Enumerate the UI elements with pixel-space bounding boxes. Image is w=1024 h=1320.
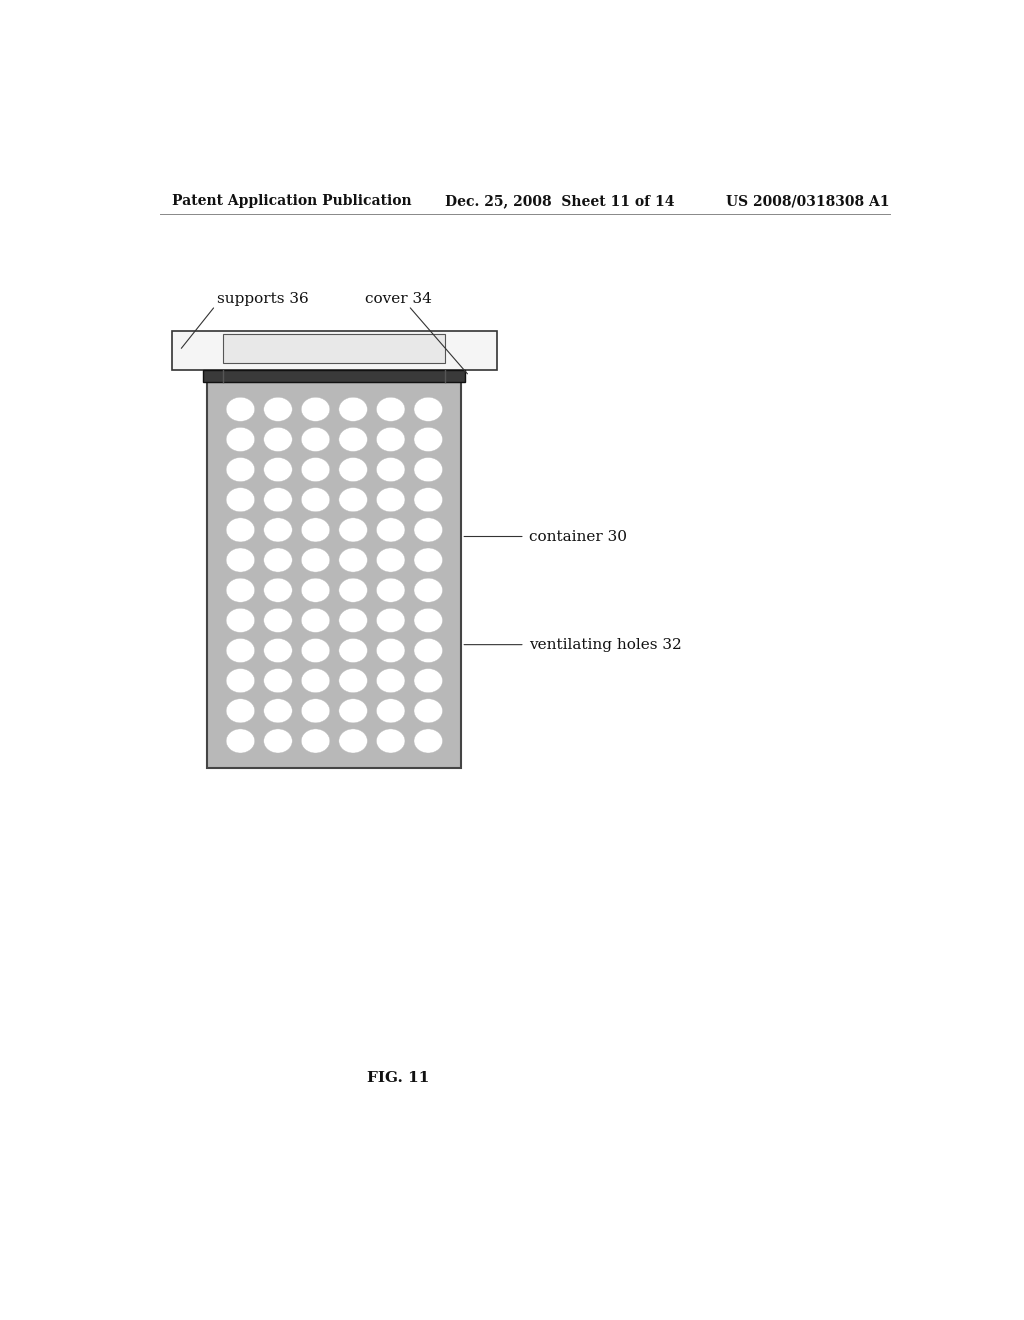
Ellipse shape bbox=[377, 487, 404, 512]
Ellipse shape bbox=[301, 698, 330, 723]
Text: container 30: container 30 bbox=[528, 529, 627, 544]
Ellipse shape bbox=[301, 639, 330, 663]
Ellipse shape bbox=[264, 669, 292, 693]
Ellipse shape bbox=[339, 609, 368, 632]
Ellipse shape bbox=[226, 639, 255, 663]
Text: FIG. 11: FIG. 11 bbox=[367, 1072, 429, 1085]
Ellipse shape bbox=[339, 428, 368, 451]
Ellipse shape bbox=[226, 609, 255, 632]
Ellipse shape bbox=[226, 578, 255, 602]
Ellipse shape bbox=[226, 458, 255, 482]
Ellipse shape bbox=[414, 517, 442, 543]
Ellipse shape bbox=[377, 609, 404, 632]
Ellipse shape bbox=[339, 487, 368, 512]
Text: Dec. 25, 2008  Sheet 11 of 14: Dec. 25, 2008 Sheet 11 of 14 bbox=[445, 194, 675, 209]
Bar bbox=[207, 381, 462, 768]
Ellipse shape bbox=[414, 428, 442, 451]
Ellipse shape bbox=[301, 578, 330, 602]
Ellipse shape bbox=[264, 639, 292, 663]
Ellipse shape bbox=[264, 487, 292, 512]
Ellipse shape bbox=[377, 669, 404, 693]
Ellipse shape bbox=[264, 397, 292, 421]
Ellipse shape bbox=[377, 639, 404, 663]
Ellipse shape bbox=[339, 458, 368, 482]
Ellipse shape bbox=[339, 517, 368, 543]
Ellipse shape bbox=[264, 458, 292, 482]
Ellipse shape bbox=[264, 729, 292, 752]
Ellipse shape bbox=[414, 487, 442, 512]
Ellipse shape bbox=[339, 669, 368, 693]
Ellipse shape bbox=[377, 729, 404, 752]
Ellipse shape bbox=[226, 669, 255, 693]
Ellipse shape bbox=[414, 548, 442, 572]
Ellipse shape bbox=[339, 698, 368, 723]
Ellipse shape bbox=[414, 639, 442, 663]
Ellipse shape bbox=[377, 548, 404, 572]
Ellipse shape bbox=[264, 548, 292, 572]
Ellipse shape bbox=[377, 428, 404, 451]
Text: ventilating holes 32: ventilating holes 32 bbox=[528, 638, 682, 652]
Ellipse shape bbox=[414, 458, 442, 482]
Ellipse shape bbox=[301, 428, 330, 451]
Ellipse shape bbox=[264, 428, 292, 451]
Text: US 2008/0318308 A1: US 2008/0318308 A1 bbox=[726, 194, 890, 209]
Ellipse shape bbox=[414, 609, 442, 632]
Bar bbox=[172, 331, 497, 370]
Ellipse shape bbox=[339, 639, 368, 663]
Ellipse shape bbox=[301, 397, 330, 421]
Ellipse shape bbox=[377, 397, 404, 421]
Ellipse shape bbox=[301, 548, 330, 572]
Ellipse shape bbox=[226, 698, 255, 723]
Ellipse shape bbox=[264, 578, 292, 602]
Ellipse shape bbox=[301, 729, 330, 752]
Ellipse shape bbox=[339, 548, 368, 572]
Ellipse shape bbox=[339, 578, 368, 602]
Ellipse shape bbox=[226, 517, 255, 543]
Bar bbox=[204, 370, 465, 381]
Ellipse shape bbox=[226, 397, 255, 421]
Ellipse shape bbox=[264, 517, 292, 543]
Ellipse shape bbox=[301, 517, 330, 543]
Ellipse shape bbox=[377, 698, 404, 723]
Text: supports 36: supports 36 bbox=[217, 292, 308, 306]
Ellipse shape bbox=[339, 397, 368, 421]
Ellipse shape bbox=[226, 729, 255, 752]
Ellipse shape bbox=[301, 458, 330, 482]
Ellipse shape bbox=[301, 669, 330, 693]
Ellipse shape bbox=[414, 397, 442, 421]
Ellipse shape bbox=[377, 458, 404, 482]
Ellipse shape bbox=[414, 669, 442, 693]
Ellipse shape bbox=[301, 487, 330, 512]
Ellipse shape bbox=[226, 487, 255, 512]
Text: Patent Application Publication: Patent Application Publication bbox=[172, 194, 412, 209]
Bar bbox=[223, 334, 445, 363]
Text: cover 34: cover 34 bbox=[365, 292, 432, 306]
Ellipse shape bbox=[377, 517, 404, 543]
Ellipse shape bbox=[414, 578, 442, 602]
Ellipse shape bbox=[301, 609, 330, 632]
Ellipse shape bbox=[264, 698, 292, 723]
Ellipse shape bbox=[226, 428, 255, 451]
Ellipse shape bbox=[414, 729, 442, 752]
Ellipse shape bbox=[339, 729, 368, 752]
Ellipse shape bbox=[264, 609, 292, 632]
Ellipse shape bbox=[377, 578, 404, 602]
Ellipse shape bbox=[226, 548, 255, 572]
Ellipse shape bbox=[414, 698, 442, 723]
